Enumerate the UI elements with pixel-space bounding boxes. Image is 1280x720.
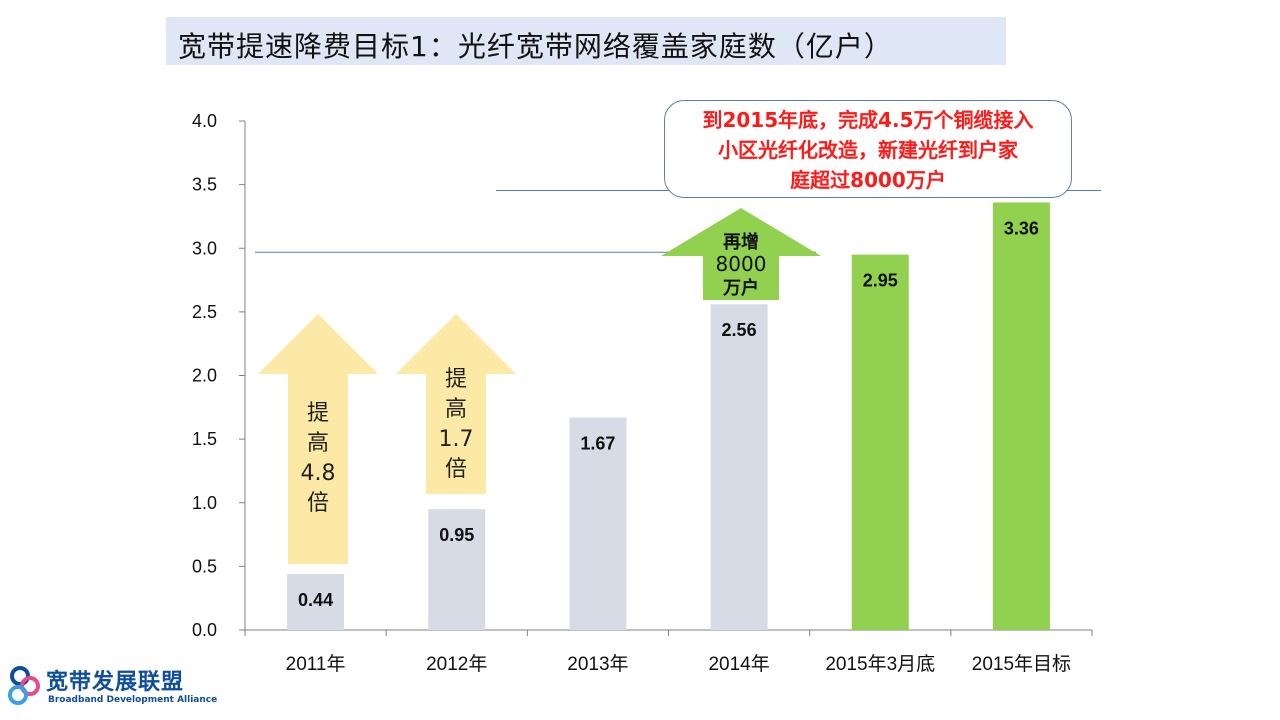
bar-value-label: 2.56 [722,320,757,340]
callout-line-2: 小区光纤化改造，新建光纤到户家 [718,138,1018,162]
bar-value-label: 1.67 [580,433,615,453]
arrow-up-icon [396,314,516,494]
y-tick-label: 2.0 [192,366,217,386]
bar [851,254,909,631]
alliance-logo-icon [8,666,40,705]
bar [710,304,768,630]
callout-box: 到2015年底，完成4.5万个铜缆接入 小区光纤化改造，新建光纤到户家 庭超过8… [664,100,1072,198]
y-tick-label: 3.0 [192,238,217,258]
x-category-label: 2015年3月底 [825,653,935,675]
x-category-label: 2014年 [708,653,769,675]
x-category-label: 2012年 [426,653,487,675]
y-tick-label: 2.5 [192,302,217,322]
logo-text-cn: 宽带发展联盟 [46,670,185,695]
bar-value-label: 3.36 [1004,218,1039,238]
bar [569,417,627,630]
arrow-up-icon [661,208,821,300]
logo-text-en: Broadband Development Alliance [48,695,218,705]
y-tick-label: 0.5 [192,556,217,576]
title-bar: 宽带提速降费目标1：光纤宽带网络覆盖家庭数（亿户） [166,17,1006,65]
page-title: 宽带提速降费目标1：光纤宽带网络覆盖家庭数（亿户） [178,30,893,63]
arrow-label: 倍 [307,491,329,516]
y-tick-label: 1.5 [192,429,217,449]
x-category-label: 2013年 [567,653,628,675]
bar-value-label: 0.44 [298,590,333,610]
arrow-up-icon [258,314,378,564]
x-category-label: 2011年 [286,653,346,675]
y-tick-label: 0.0 [192,620,217,640]
y-tick-label: 4.0 [192,111,217,131]
arrow-label: 1.7 [439,427,474,452]
bar-value-label: 2.95 [863,271,898,291]
arrow-label: 高 [307,431,329,456]
callout-line-3: 庭超过8000万户 [790,168,946,192]
bar [287,574,345,630]
arrow-label: 高 [445,397,467,422]
arrow-label: 再增 [723,231,759,253]
bar-value-label: 0.95 [439,525,474,545]
x-category-label: 2015年目标 [972,653,1071,675]
bar [992,202,1050,630]
bar [428,509,486,630]
logo: 宽带发展联盟 Broadband Development Alliance [6,664,217,714]
y-tick-label: 1.0 [192,493,217,513]
arrow-label: 8000 [716,252,767,276]
callout-line-1: 到2015年底，完成4.5万个铜缆接入 [702,108,1034,132]
arrow-label: 提 [307,401,329,426]
arrow-label: 倍 [445,457,467,482]
y-tick-label: 3.5 [192,175,217,195]
arrow-label: 4.8 [301,461,336,486]
arrow-label: 提 [445,367,467,392]
arrow-label: 万户 [722,277,759,299]
